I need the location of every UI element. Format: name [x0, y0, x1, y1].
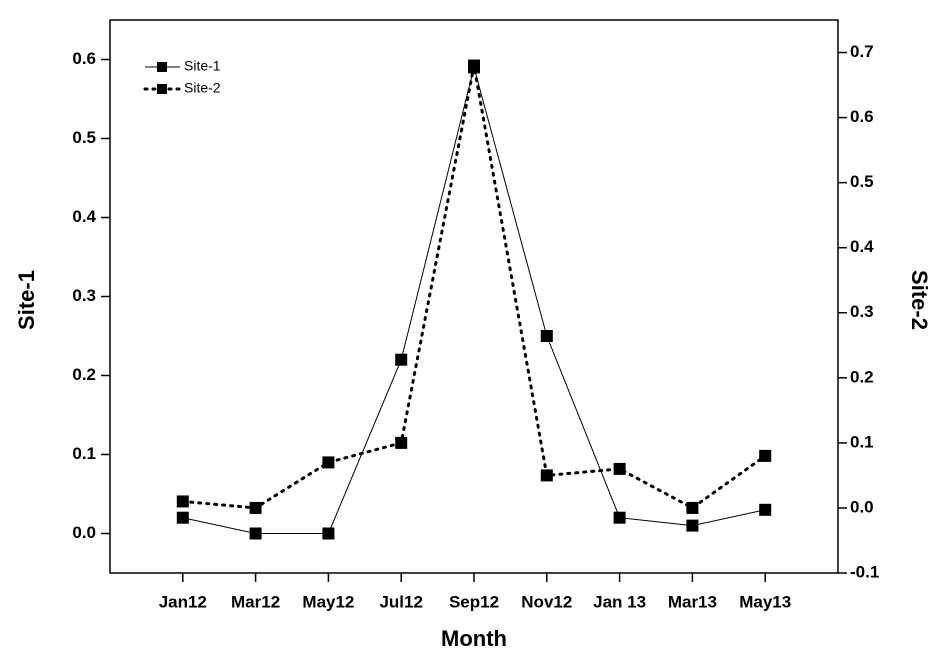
point	[686, 501, 699, 514]
y-tick-label: 0.1	[72, 444, 96, 463]
point	[322, 527, 335, 540]
x-tick-label: May12	[302, 592, 354, 611]
point	[176, 511, 189, 524]
x-tick-label: Sep12	[449, 592, 499, 611]
plot-frame	[109, 19, 839, 574]
y-tick-label: 0.5	[72, 128, 96, 147]
y2-tick-label: 0.4	[850, 237, 874, 256]
point	[540, 330, 553, 342]
point	[613, 462, 626, 475]
y2-tick-label: 0.2	[850, 367, 874, 386]
point	[686, 519, 699, 532]
legend-marker	[157, 62, 167, 72]
y2-tick-label: 0.7	[850, 42, 874, 61]
y-tick-label: 0.3	[72, 286, 96, 305]
y2-tick-label: -0.1	[850, 562, 879, 581]
y-tick-label: 0.0	[72, 523, 96, 542]
x-tick-label: May13	[739, 592, 791, 611]
point	[540, 469, 553, 482]
y2-tick-label: 0.0	[850, 497, 874, 516]
legend-label: Site-2	[184, 80, 221, 96]
point	[322, 456, 335, 469]
x-tick-label: Jul12	[379, 592, 422, 611]
point	[249, 501, 262, 514]
point	[395, 436, 408, 449]
y-tick-label: 0.6	[72, 49, 96, 68]
y2-tick-label: 0.5	[850, 172, 874, 191]
series-line	[182, 65, 766, 534]
point	[395, 353, 408, 366]
x-tick-label: Jan12	[159, 592, 207, 611]
point	[176, 495, 189, 508]
series-line	[181, 65, 767, 510]
legend-label: Site-1	[184, 58, 221, 74]
x-tick-label: Mar12	[231, 592, 280, 611]
point	[613, 511, 626, 524]
y-tick-label: 0.4	[72, 207, 96, 226]
x-axis-title: Month	[441, 626, 507, 651]
x-tick-label: Nov12	[521, 592, 572, 611]
y2-axis-title: Site-2	[907, 270, 932, 330]
point	[249, 527, 262, 540]
point	[759, 503, 772, 516]
y-tick-label: 0.2	[72, 365, 96, 384]
point	[468, 59, 480, 72]
legend-marker	[157, 84, 167, 94]
y-axis-title: Site-1	[14, 270, 39, 330]
x-tick-label: Jan 13	[593, 592, 646, 611]
x-tick-label: Mar13	[668, 592, 717, 611]
y2-tick-label: 0.1	[850, 432, 874, 451]
y2-tick-label: 0.3	[850, 302, 874, 321]
point	[759, 449, 772, 462]
y2-tick-label: 0.6	[850, 107, 874, 126]
